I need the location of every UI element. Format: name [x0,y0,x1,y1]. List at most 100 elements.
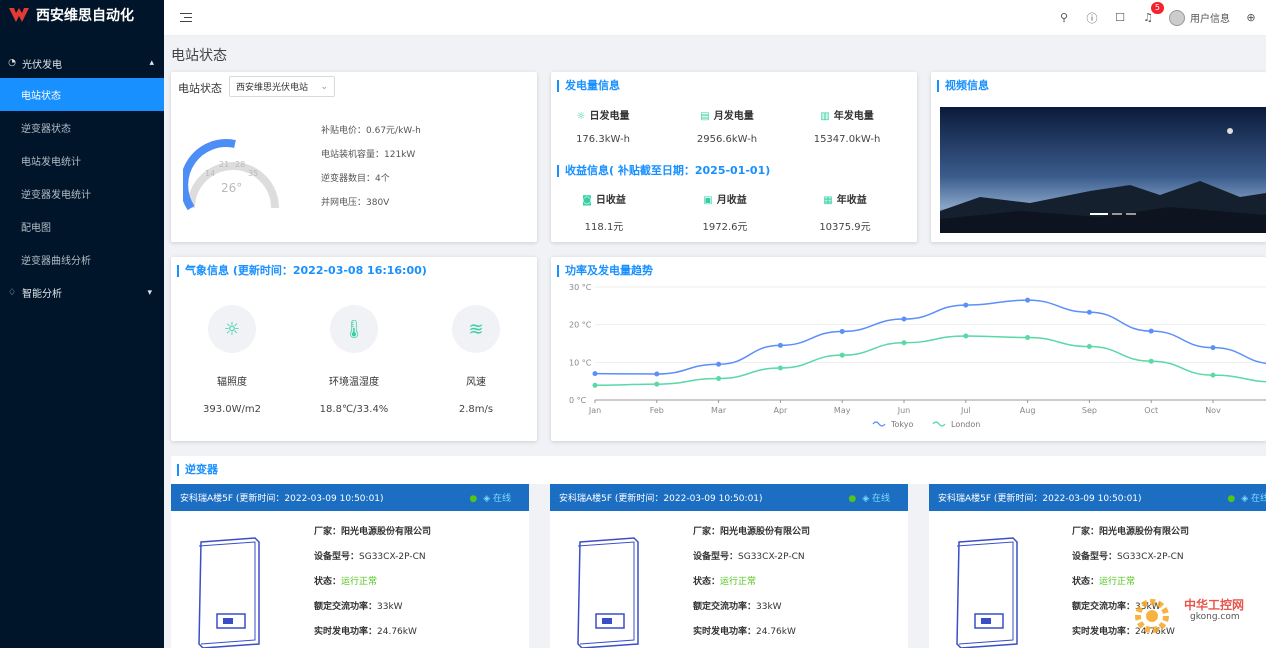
inverter-head-text: 安科瑞A楼5F (更新时间：2022-03-09 10:50:01) [938,494,1142,504]
bell-icon: ♢ [7,287,17,298]
model-value: SG33CX-2P-CN [1117,552,1184,562]
sidebar-item-inverter-stats[interactable]: 逆变器发电统计 [21,190,91,201]
page-title: 电站状态 [171,48,227,64]
video-carousel-image[interactable] [940,107,1266,233]
inverter-card-header: 安科瑞A楼5F (更新时间：2022-03-09 10:50:01) ● ◈ 在线 [929,484,1266,511]
thermometer-icon: 🌡 [330,305,378,353]
weather-value: 18.8℃/33.4% [319,404,389,415]
x-tick-label: Mar [711,406,727,415]
help-icon[interactable]: ⓘ [1086,11,1098,25]
status-text: 在线 [492,494,511,504]
model-value: SG33CX-2P-CN [359,552,426,562]
stat-value: 15347.0kW-h [813,134,881,145]
irradiance: ☼ 辐照度 393.0W/m2 [177,305,287,415]
search-icon[interactable]: ⚲ [1059,11,1069,24]
inverter-card-header: 安科瑞A楼5F (更新时间：2022-03-09 10:50:01) ● ◈ 在线 [171,484,529,511]
rated-value: 33kW [377,602,403,612]
menu-fold-icon[interactable] [180,12,194,24]
menu-group-label: 智能分析 [22,289,62,300]
sidebar-item-inverter-status[interactable]: 逆变器状态 [21,124,71,135]
sidebar-item-curve-analysis[interactable]: 逆变器曲线分析 [21,256,91,267]
data-point [716,361,722,367]
x-tick-label: Jul [960,406,971,415]
inverter-head-text: 安科瑞A楼5F (更新时间：2022-03-09 10:50:01) [180,494,384,504]
status-text: 在线 [871,494,890,504]
sun-icon: ☼ [208,305,256,353]
legend-marker [872,421,886,427]
data-point [654,371,660,377]
data-point [654,381,660,387]
x-tick-label: Feb [650,406,664,415]
online-status: ● ◈ 在线 [469,491,511,504]
inverter-device-icon [577,537,639,648]
gear-logo-icon [1135,599,1169,633]
notification-bell-icon[interactable]: ♫ 5 [1141,1,1164,25]
realtime-value: 24.76kW [377,627,417,637]
data-point [1210,372,1216,378]
trend-chart: 0 °C 10 °C 20 °C 30 °C Jan Feb Mar Apr May Jun Jul… [569,283,1266,429]
stat-label: 月收益 [716,195,747,206]
data-point [1148,358,1154,364]
x-tick-label: Jan [588,406,601,415]
stat-label: 月发电量 [713,111,754,122]
label: 设备型号： [693,552,739,562]
app-title: 西安维思自动化 [36,8,134,24]
video-card: 视频信息 [931,72,1266,242]
weather-label: 风速 [466,377,486,388]
avatar [1169,9,1185,26]
weather-value: 2.8m/s [458,404,494,415]
inverter-info: 厂家：阳光电源股份有限公司 设备型号：SG33CX-2P-CN 状态：运行正常 … [693,520,810,645]
stat-label: 日发电量 [589,111,630,122]
chevron-down-icon: ▾ [147,287,152,298]
stat-label: 年收益 [836,195,867,206]
x-tick-label: May [834,406,851,415]
data-point [592,371,598,377]
station-select[interactable]: 西安维思光伏电站 ⌄ [229,76,335,97]
sidebar-item-station-status[interactable]: 电站状态 [0,78,164,111]
inverter-count: 逆变器数目：4个 [321,174,390,184]
x-tick-label: Sep [1082,406,1097,415]
data-point [1025,297,1031,303]
status-dot-icon: ● [469,494,478,504]
globe-icon[interactable]: ⊕ [1246,11,1256,24]
chevron-up-icon: ▴ [149,58,154,68]
inverter-card: 安科瑞A楼5F (更新时间：2022-03-09 10:50:01) ● ◈ 在线… [550,484,908,648]
station-select-value: 西安维思光伏电站 [236,83,309,93]
inverter-device-icon [956,537,1018,648]
gauge-value: 26° [221,181,242,195]
data-point [592,382,598,388]
data-point [716,376,722,382]
data-point [901,316,907,322]
user-menu[interactable]: 用户信息 [1169,9,1230,26]
money-icon: ▦ [823,195,833,206]
inverter-section-title: 逆变器 [177,464,218,476]
sidebar-item-station-stats[interactable]: 电站发电统计 [21,157,81,168]
data-point [901,340,907,346]
stat-value: 118.1元 [584,222,624,233]
user-label: 用户信息 [1190,14,1230,25]
label: 额定交流功率： [1072,602,1136,612]
label: 状态： [314,577,342,587]
label: 厂家： [1072,527,1100,537]
watermark: 中华工控网 gkong.com [1130,590,1260,640]
station-card: 电站状态 西安维思光伏电站 ⌄ 14 21 28 35 26° 补贴电价：0.6… [171,72,537,242]
maker-value: 阳光电源股份有限公司 [720,527,811,537]
data-point [1086,309,1092,315]
label: 设备型号： [314,552,360,562]
trend-title: 功率及发电量趋势 [557,265,653,277]
legend-marker [932,421,946,427]
x-tick-label: Aug [1020,406,1036,415]
stat-label: 年发电量 [833,111,874,122]
data-point [777,365,783,371]
message-icon[interactable]: ☐ [1115,11,1125,24]
data-point [839,328,845,334]
piggy-bank-icon: ◙ [582,195,592,206]
menu-group-analysis[interactable]: ♢ 智能分析 ▾ [0,276,164,309]
wind-speed: ≋ 风速 2.8m/s [421,305,531,415]
weather-label: 环境温湿度 [329,377,379,388]
status-dot-icon: ● [848,494,857,504]
status-text: 在线 [1250,494,1266,504]
stat-value: 1972.6元 [702,222,748,233]
menu-group-pv[interactable]: ◔ 光伏发电 ▴ [0,48,164,78]
sidebar-item-distribution[interactable]: 配电图 [21,223,51,234]
